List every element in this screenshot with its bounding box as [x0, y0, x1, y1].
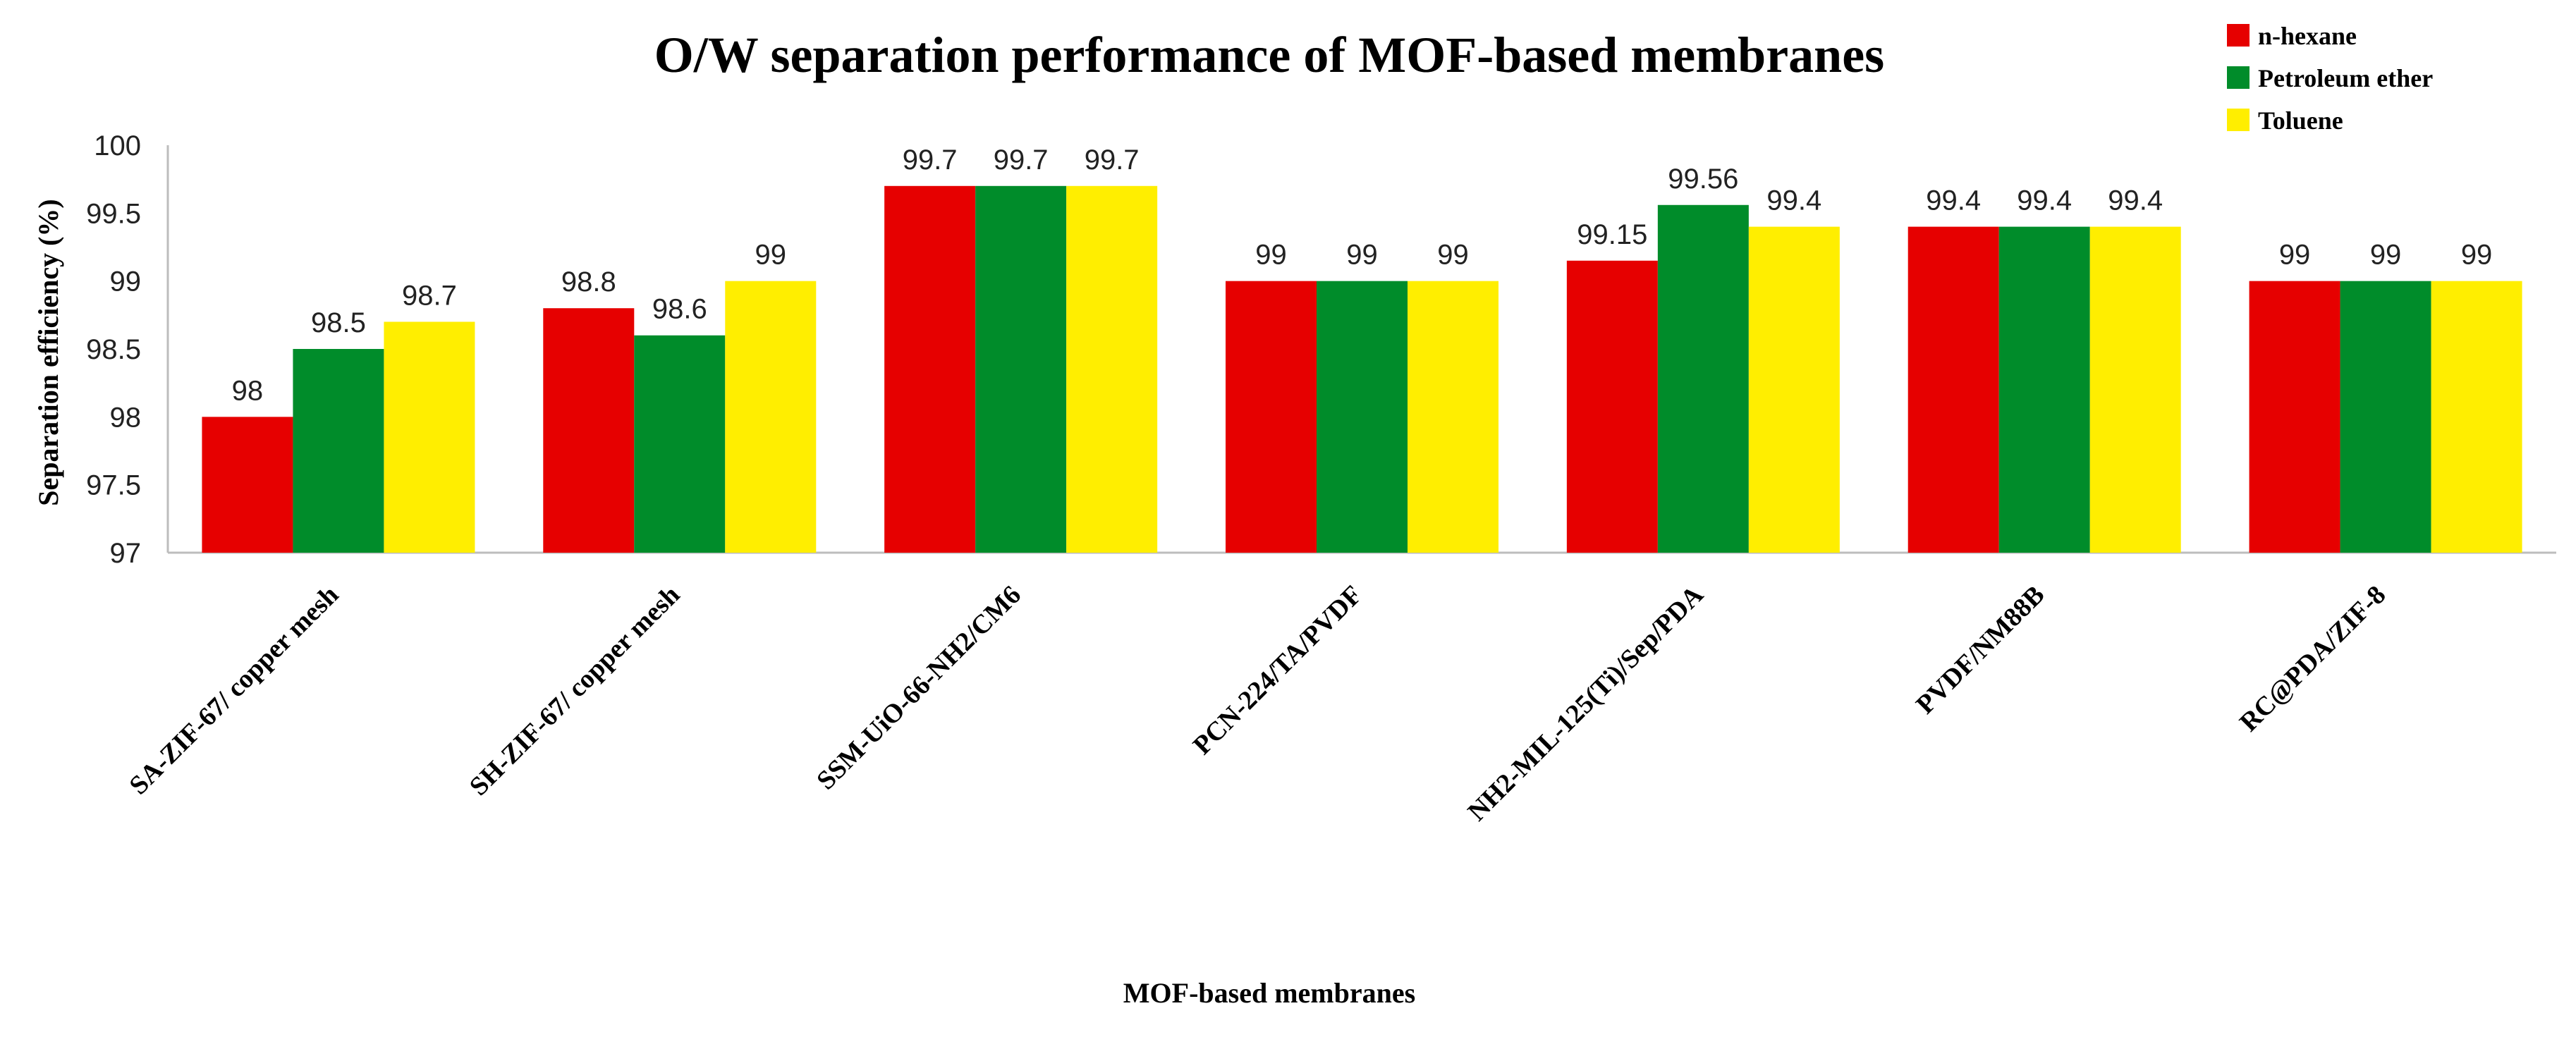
x-tick-label: SSM-UiO-66-NH2/CM6	[811, 580, 1027, 796]
data-label: 99.4	[2108, 185, 2163, 216]
legend-swatch	[2227, 24, 2250, 47]
data-label: 99.4	[1766, 185, 1821, 216]
y-axis-title: Separation efficiency (%)	[32, 199, 64, 505]
bar-petroleum-ether	[1998, 226, 2090, 553]
data-label: 99.56	[1668, 164, 1738, 195]
x-tick-label: SH-ZIF-67/ copper mesh	[464, 580, 685, 802]
data-label: 99	[2370, 240, 2402, 271]
y-tick-label: 98.5	[86, 334, 141, 365]
bar-n-hexane	[2249, 281, 2340, 553]
data-label: 99.4	[1926, 185, 1981, 216]
data-label: 99.7	[994, 145, 1049, 176]
y-tick-label: 100	[94, 130, 141, 161]
bar-toluene	[2089, 226, 2181, 553]
x-tick-label: NH2-MIL-125(Ti)/Sep/PDA	[1463, 579, 1710, 827]
bar-series	[202, 185, 2522, 553]
bar-toluene	[1408, 281, 1498, 553]
x-axis-title: MOF-based membranes	[1123, 977, 1415, 1009]
data-label: 98.5	[311, 307, 366, 338]
y-axis-ticks: 97 97.5 98 98.5 99 99.5 100	[86, 130, 141, 569]
legend: n-hexane Petroleum ether Toluene	[2227, 22, 2433, 135]
data-label: 98.8	[561, 266, 616, 297]
y-tick-label: 99.5	[86, 198, 141, 229]
bar-toluene	[384, 321, 475, 553]
x-tick-label: RC@PDA/ZIF-8	[2234, 580, 2391, 737]
legend-label: Toluene	[2258, 106, 2343, 135]
bar-toluene	[1066, 185, 1158, 553]
bar-n-hexane	[202, 417, 293, 553]
legend-label: n-hexane	[2258, 22, 2357, 50]
data-label: 99.7	[903, 145, 958, 176]
bar-n-hexane	[543, 308, 635, 553]
data-label: 99	[2461, 240, 2493, 271]
bar-petroleum-ether	[1317, 281, 1408, 553]
bar-petroleum-ether	[2340, 281, 2431, 553]
data-labels: 98 98.5 98.7 98.8 98.6 99 99.7 99.7 99.7 99 99 99 99…	[232, 145, 2493, 407]
data-label: 99	[1255, 240, 1287, 271]
bar-toluene	[2431, 281, 2522, 553]
bar-n-hexane	[1566, 260, 1658, 553]
data-label: 99.4	[2017, 185, 2072, 216]
bar-n-hexane	[1226, 281, 1317, 553]
bar-n-hexane	[1907, 226, 1999, 553]
data-label: 99	[2279, 240, 2311, 271]
data-label: 98.6	[652, 294, 707, 325]
data-label: 99.15	[1577, 219, 1647, 250]
data-label: 99.7	[1085, 145, 1140, 176]
x-tick-label: SA-ZIF-67/ copper mesh	[123, 580, 344, 801]
data-label: 98	[232, 375, 264, 406]
y-tick-label: 99	[110, 266, 142, 297]
bar-toluene	[725, 281, 817, 553]
y-tick-label: 98	[110, 402, 142, 433]
data-label: 99	[1437, 240, 1469, 271]
x-tick-label: PVDF/NM88B	[1910, 580, 2050, 720]
data-label: 98.7	[402, 280, 457, 311]
bar-petroleum-ether	[634, 335, 726, 553]
y-tick-label: 97.5	[86, 470, 141, 501]
data-label: 99	[755, 240, 787, 271]
bar-petroleum-ether	[975, 185, 1067, 553]
x-axis-tick-labels: SA-ZIF-67/ copper mesh SH-ZIF-67/ copper …	[123, 579, 2391, 827]
legend-label: Petroleum ether	[2258, 64, 2433, 92]
x-tick-label: PCN-224/TA/PVDF	[1188, 580, 1368, 761]
data-label: 99	[1346, 240, 1378, 271]
legend-swatch	[2227, 109, 2250, 131]
bar-toluene	[1748, 226, 1840, 553]
chart-title: O/W separation performance of MOF-based …	[654, 27, 1884, 83]
bar-petroleum-ether	[1657, 204, 1749, 553]
bar-petroleum-ether	[293, 349, 384, 553]
legend-swatch	[2227, 66, 2250, 89]
bar-n-hexane	[884, 185, 976, 553]
y-tick-label: 97	[110, 538, 142, 569]
